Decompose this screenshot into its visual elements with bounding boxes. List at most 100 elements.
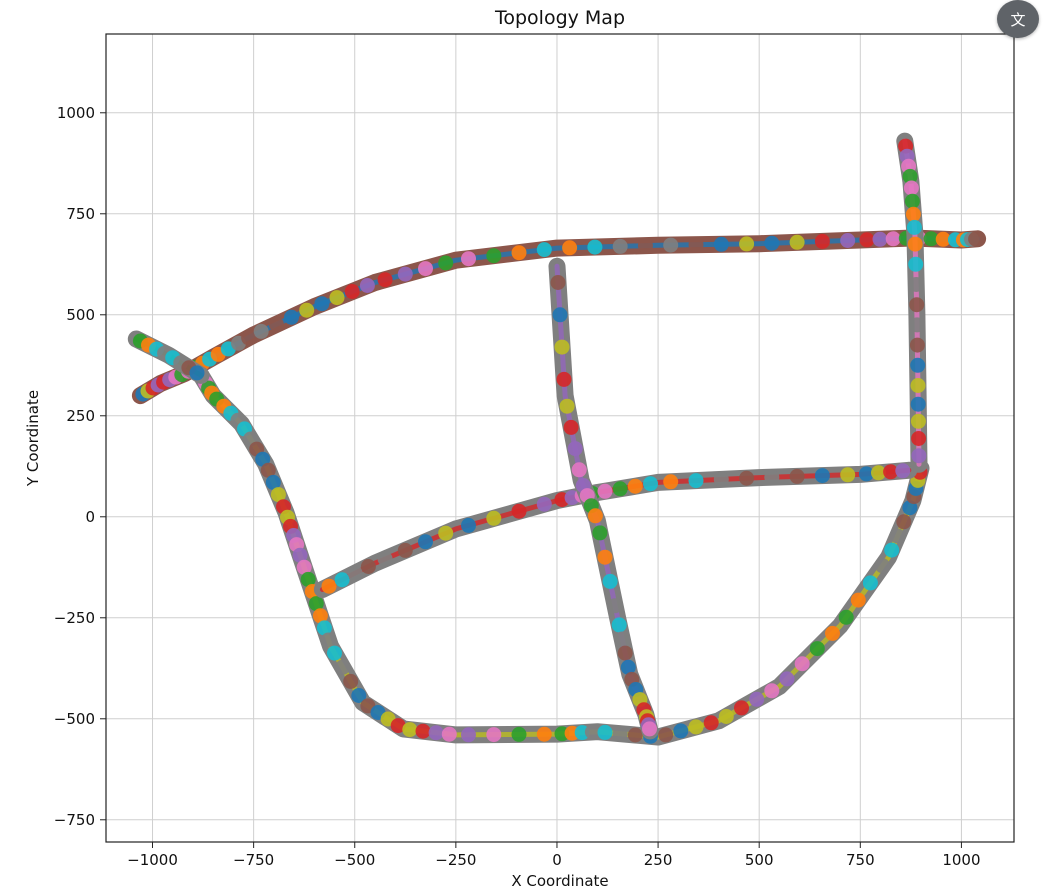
trajectory-point xyxy=(779,671,795,687)
trajectory-point xyxy=(840,233,856,248)
trajectory-point xyxy=(360,559,376,574)
translate-icon[interactable]: 文 xyxy=(997,0,1039,38)
trajectory-point xyxy=(270,487,286,503)
trajectory-point xyxy=(968,231,984,247)
trajectory-point xyxy=(377,272,393,288)
trajectory-point xyxy=(312,608,328,624)
y-tick-label: 750 xyxy=(66,205,95,223)
trajectory-point xyxy=(559,398,575,414)
trajectory-point xyxy=(614,631,630,647)
trajectory-point xyxy=(910,413,926,429)
trajectory-point xyxy=(486,510,502,526)
trajectory-point xyxy=(597,549,613,565)
trajectory-point xyxy=(260,462,276,478)
trajectory-point xyxy=(814,233,830,249)
trajectory-point xyxy=(587,239,603,255)
trajectory-point xyxy=(377,551,393,567)
y-tick-label: 0 xyxy=(85,508,95,526)
trajectory-point xyxy=(550,275,566,290)
trajectory-point xyxy=(563,419,579,435)
trajectory-point xyxy=(284,309,299,325)
trajectory-point xyxy=(268,316,284,332)
trajectory-point xyxy=(809,641,825,657)
trajectory-point xyxy=(486,727,502,743)
trajectory-point xyxy=(910,396,926,412)
trajectory-point xyxy=(794,656,810,672)
trajectory-point xyxy=(327,645,342,661)
trajectory-point xyxy=(838,609,854,625)
trajectory-point xyxy=(617,645,633,661)
trajectory-point xyxy=(536,496,552,512)
trajectory-point xyxy=(536,242,552,258)
trajectory-point xyxy=(265,474,281,490)
trajectory-point xyxy=(688,237,704,253)
trajectory-point xyxy=(713,236,729,252)
trajectory-point xyxy=(814,468,830,484)
x-tick-label: 1000 xyxy=(942,851,980,869)
trajectory-point xyxy=(592,525,608,541)
trajectory-point xyxy=(862,575,878,591)
translate-glyph: 文 xyxy=(1010,10,1026,29)
trajectory-point xyxy=(904,193,920,209)
trajectory-point xyxy=(300,571,316,587)
trajectory-point xyxy=(552,307,568,323)
trajectory-point xyxy=(642,721,657,737)
trajectory-point xyxy=(461,251,476,267)
x-tick-label: 250 xyxy=(644,851,673,869)
trajectory-point xyxy=(923,231,939,247)
trajectory-point xyxy=(872,231,888,247)
trajectory-point xyxy=(511,245,527,261)
trajectory-point xyxy=(673,723,689,739)
trajectory-point xyxy=(713,471,729,487)
x-tick-label: 500 xyxy=(745,851,774,869)
trajectory-series xyxy=(192,366,930,746)
trajectory-point xyxy=(764,469,780,485)
trajectory-point xyxy=(789,468,805,484)
trajectory-point xyxy=(911,448,927,464)
trajectory-point xyxy=(764,683,780,699)
trajectory-point xyxy=(850,592,866,608)
trajectory-point xyxy=(511,503,527,519)
trajectory-point xyxy=(890,528,906,544)
trajectory-point xyxy=(908,277,924,292)
trajectory-point xyxy=(556,371,572,387)
trajectory-point xyxy=(688,719,704,735)
trajectory-point xyxy=(688,473,704,489)
trajectory-point xyxy=(875,558,891,574)
trajectory-point xyxy=(320,632,336,648)
trajectory-point xyxy=(344,284,360,299)
x-tick-label: −250 xyxy=(435,851,476,869)
trajectory-point xyxy=(253,323,269,339)
trajectory-point xyxy=(347,565,363,581)
trajectory-point xyxy=(825,625,840,641)
trajectory-point xyxy=(597,724,613,740)
trajectory-point xyxy=(554,339,570,355)
trajectory-point xyxy=(587,508,603,524)
y-tick-label: −750 xyxy=(54,811,95,829)
trajectory-point xyxy=(896,514,912,530)
trajectory-point xyxy=(418,534,433,550)
trajectory-point xyxy=(314,296,330,312)
trajectory-point xyxy=(343,673,359,689)
trajectory-point xyxy=(584,724,600,740)
y-tick-label: 250 xyxy=(66,407,95,425)
trajectory-point xyxy=(658,727,674,743)
trajectory-point xyxy=(329,290,345,306)
trajectory-point xyxy=(627,727,643,743)
trajectory-point xyxy=(612,238,628,254)
trajectory-point xyxy=(859,232,875,248)
trajectory-point xyxy=(749,691,765,707)
trajectory-point xyxy=(909,337,925,353)
ticks: −1000 −750 −500 −250 0 250 500 750 1000 −750 −500 −… xyxy=(54,104,981,869)
x-tick-label: 0 xyxy=(552,851,562,869)
trajectory-point xyxy=(607,598,623,614)
trajectory-point xyxy=(536,726,552,742)
trajectory-point xyxy=(255,451,271,467)
trajectory-point xyxy=(612,481,628,497)
chart-title: Topology Map xyxy=(494,7,625,29)
trajectory-point xyxy=(316,620,332,636)
series-layer xyxy=(127,132,987,746)
trajectory-point xyxy=(438,255,454,271)
trajectory-point xyxy=(241,330,257,346)
